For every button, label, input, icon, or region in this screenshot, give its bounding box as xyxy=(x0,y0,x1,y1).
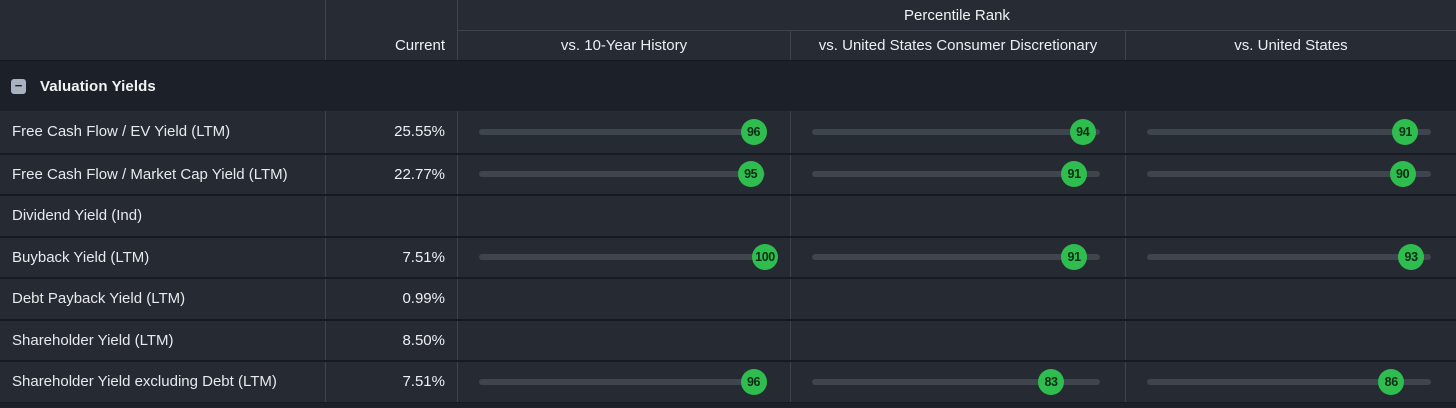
percentile-bar: 91 xyxy=(1147,111,1431,153)
percentile-bar: 96 xyxy=(479,111,767,153)
percentile-track xyxy=(1147,128,1431,135)
percentile-cell: 91 xyxy=(790,237,1125,278)
percentile-cell: 93 xyxy=(1125,237,1456,278)
percentile-bar: 100 xyxy=(479,238,778,278)
percentile-badge: 91 xyxy=(1392,118,1419,145)
percentile-badge: 100 xyxy=(752,244,778,271)
metric-current-value: 25.55% xyxy=(325,111,457,153)
percentile-track xyxy=(812,128,1100,135)
metric-current-value xyxy=(325,196,457,236)
percentile-track xyxy=(1147,171,1431,178)
percentile-cell xyxy=(1125,196,1456,236)
percentile-cell: 94 xyxy=(790,111,1125,153)
percentile-bar: 93 xyxy=(1147,238,1431,278)
percentile-badge: 91 xyxy=(1061,244,1088,271)
percentile-cell: 90 xyxy=(1125,154,1456,195)
metric-label: Shareholder Yield (LTM) xyxy=(12,331,174,349)
percentile-badge: 94 xyxy=(1069,118,1096,145)
percentile-cell xyxy=(1125,279,1456,319)
column-header-current: Current xyxy=(325,30,457,60)
header-columns-row: Current vs. 10-Year History vs. United S… xyxy=(0,30,1456,60)
metric-current-value: 0.99% xyxy=(325,279,457,319)
metric-current-value: 8.50% xyxy=(325,320,457,360)
section-header-valuation-yields[interactable]: − Valuation Yields xyxy=(0,60,1456,111)
table-row: Debt Payback Yield (LTM) 0.99% xyxy=(0,277,1456,319)
column-header-vs-10-year-history: vs. 10-Year History xyxy=(457,30,790,60)
header-empty-cell-current xyxy=(325,0,457,30)
metric-label: Debt Payback Yield (LTM) xyxy=(12,290,186,308)
percentile-badge: 96 xyxy=(740,118,767,145)
percentile-track xyxy=(1147,378,1431,385)
table-row: Dividend Yield (Ind) xyxy=(0,194,1456,236)
section-title: Valuation Yields xyxy=(40,77,156,95)
column-header-vs-us-consumer-discretionary: vs. United States Consumer Discretionary xyxy=(790,30,1125,60)
percentile-cell xyxy=(790,279,1125,319)
percentile-cell: 100 xyxy=(457,237,790,278)
metric-label: Free Cash Flow / Market Cap Yield (LTM) xyxy=(12,165,288,183)
percentile-cell: 91 xyxy=(790,154,1125,195)
header-group-row: Percentile Rank xyxy=(0,0,1456,30)
percentile-cell: 86 xyxy=(1125,362,1456,402)
percentile-cell: 96 xyxy=(457,362,790,402)
header-empty-cell xyxy=(0,0,325,30)
table-row: Shareholder Yield (LTM) 8.50% xyxy=(0,318,1456,360)
percentile-bar: 83 xyxy=(812,362,1100,402)
percentile-bar: 94 xyxy=(812,111,1100,153)
percentile-bar: 91 xyxy=(812,238,1100,278)
metric-current-value: 7.51% xyxy=(325,362,457,402)
percentile-badge: 95 xyxy=(737,161,764,188)
metric-current-value: 7.51% xyxy=(325,237,457,277)
table-body: Free Cash Flow / EV Yield (LTM) 25.55% 96 9… xyxy=(0,111,1456,402)
percentile-cell: 95 xyxy=(457,154,790,195)
table-row: Buyback Yield (LTM) 7.51% 100 91 93 xyxy=(0,235,1456,278)
percentile-track xyxy=(479,254,765,261)
percentile-badge: 96 xyxy=(740,368,767,395)
collapse-minus-icon[interactable]: − xyxy=(11,78,26,94)
percentile-bar: 91 xyxy=(812,155,1100,195)
percentile-track xyxy=(812,254,1100,261)
percentile-track xyxy=(479,128,765,135)
metric-current-value: 22.77% xyxy=(325,154,457,194)
percentile-bar: 86 xyxy=(1147,362,1431,402)
percentile-badge: 91 xyxy=(1061,161,1088,188)
percentile-cell: 96 xyxy=(457,111,790,153)
percentile-badge: 90 xyxy=(1389,161,1416,188)
percentile-track xyxy=(479,378,765,385)
percentile-bar: 95 xyxy=(479,155,765,195)
percentile-track xyxy=(812,171,1100,178)
percentile-rank-group-header: Percentile Rank xyxy=(457,0,1456,30)
bottom-strip xyxy=(0,401,1456,408)
column-header-vs-united-states: vs. United States xyxy=(1125,30,1456,60)
percentile-cell: 83 xyxy=(790,362,1125,402)
percentile-cell xyxy=(790,196,1125,236)
percentile-cell: 91 xyxy=(1125,111,1456,153)
percentile-track xyxy=(479,171,765,178)
percentile-cell xyxy=(1125,320,1456,360)
percentile-cell xyxy=(457,196,790,236)
header-label-cell xyxy=(0,30,325,60)
percentile-cell xyxy=(457,279,790,319)
percentile-cell xyxy=(790,320,1125,360)
percentile-badge: 93 xyxy=(1398,244,1425,271)
table-row: Shareholder Yield excluding Debt (LTM) 7.… xyxy=(0,360,1456,402)
metric-label: Free Cash Flow / EV Yield (LTM) xyxy=(12,123,231,141)
percentile-bar: 96 xyxy=(479,362,767,402)
table-row: Free Cash Flow / EV Yield (LTM) 25.55% 96 9… xyxy=(0,111,1456,153)
percentile-track xyxy=(1147,254,1431,261)
metric-label: Buyback Yield (LTM) xyxy=(12,248,150,266)
percentile-bar: 90 xyxy=(1147,155,1431,195)
percentile-badge: 86 xyxy=(1378,368,1405,395)
table-row: Free Cash Flow / Market Cap Yield (LTM) 2… xyxy=(0,152,1456,195)
percentile-badge: 83 xyxy=(1038,368,1065,395)
metric-label: Shareholder Yield excluding Debt (LTM) xyxy=(12,373,277,391)
metric-label: Dividend Yield (Ind) xyxy=(12,207,143,225)
percentile-track xyxy=(812,378,1100,385)
percentile-cell xyxy=(457,320,790,360)
